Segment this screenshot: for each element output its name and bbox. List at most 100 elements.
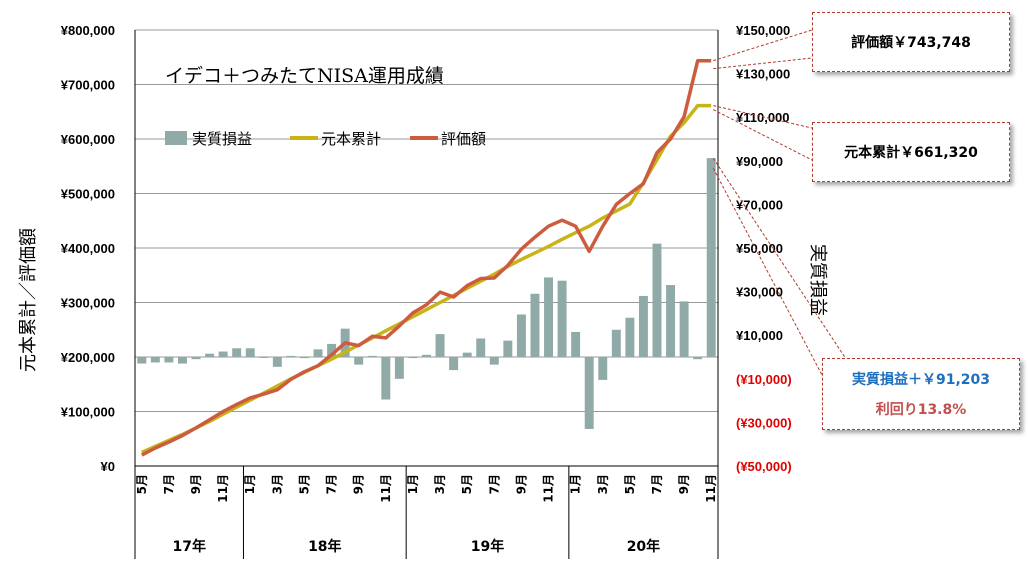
profit-callout: 実質損益＋￥91,203 利回り13.8% <box>822 358 1020 430</box>
month-label: 1月 <box>406 474 420 494</box>
profit-bar <box>381 357 391 400</box>
profit-bar <box>679 301 689 357</box>
chart-title: イデコ＋つみたてNISA運用成績 <box>165 65 444 87</box>
profit-bar <box>232 348 242 357</box>
right-tick-label: ¥10,000 <box>736 328 783 343</box>
profit-bar <box>150 357 160 363</box>
legend-label: 実質損益 <box>192 130 252 148</box>
profit-bar <box>706 158 716 357</box>
yield-callout-text: 利回り13.8% <box>875 402 967 418</box>
right-tick-label: (¥10,000) <box>736 372 792 387</box>
month-label: 11月 <box>216 474 230 503</box>
profit-bars <box>137 158 716 429</box>
profit-bar <box>598 357 608 380</box>
profit-bar <box>272 357 282 367</box>
legend-label: 評価額 <box>441 130 486 148</box>
profit-bar <box>611 329 621 357</box>
x-axis: 5月 7月 9月 11月 1月 3月 5月 7月 9月 11月 1月 3月 5月 7月 9月 11月 1月 3月 5… <box>134 466 719 559</box>
left-tick-label: ¥700,000 <box>61 78 115 93</box>
left-tick-label: ¥400,000 <box>61 241 115 256</box>
left-tick-label: ¥200,000 <box>61 350 115 365</box>
value-callout: 評価額￥743,748 <box>812 12 1010 72</box>
profit-bar <box>503 340 513 357</box>
profit-bar <box>544 277 553 357</box>
left-axis-title: 元本累計／評価額 <box>18 228 39 372</box>
profit-bar <box>571 331 581 357</box>
right-tick-label: (¥30,000) <box>736 415 792 430</box>
profit-bar <box>408 357 418 359</box>
principal-callout: 元本累計￥661,320 <box>812 122 1010 182</box>
profit-bar <box>516 314 526 357</box>
month-label: 3月 <box>433 474 447 494</box>
month-label: 11月 <box>704 474 718 503</box>
right-tick-label: ¥30,000 <box>736 285 783 300</box>
month-label: 5月 <box>135 474 149 494</box>
profit-bar <box>489 357 499 365</box>
profit-bar <box>286 355 296 357</box>
right-tick-label: ¥70,000 <box>736 197 783 212</box>
right-tick-label: ¥150,000 <box>736 23 790 38</box>
year-label: 19年 <box>471 538 504 555</box>
profit-bar <box>218 351 228 357</box>
year-label: 20年 <box>627 538 660 555</box>
callout-leader-lines <box>712 29 849 376</box>
leader-principal-upper <box>713 105 813 129</box>
month-label: 9月 <box>514 474 528 494</box>
legend: 実質損益 元本累計 評価額 <box>165 130 486 148</box>
right-axis-ticks: (¥50,000) (¥30,000) (¥10,000) ¥10,000 ¥30,00… <box>736 23 792 474</box>
month-label: 5月 <box>623 474 637 494</box>
value-callout-text: 評価額￥743,748 <box>851 35 971 51</box>
profit-bar <box>191 357 201 360</box>
month-label: 5月 <box>297 474 311 494</box>
profit-bar <box>327 343 337 357</box>
profit-bar <box>462 352 472 357</box>
leader-principal-lower <box>712 109 813 161</box>
month-label: 7月 <box>162 474 176 494</box>
profit-bar <box>625 317 635 357</box>
leader-profit-lower <box>712 167 823 376</box>
axes <box>134 30 719 467</box>
profit-bar <box>367 355 377 357</box>
legend-swatch <box>165 131 187 145</box>
month-label: 5月 <box>460 474 474 494</box>
left-tick-label: ¥600,000 <box>61 132 115 147</box>
leader-value-upper <box>713 29 813 62</box>
profit-bar <box>137 357 147 364</box>
left-tick-label: ¥100,000 <box>61 405 115 420</box>
profit-bar <box>557 280 567 357</box>
month-label: 11月 <box>542 474 556 503</box>
year-label: 17年 <box>172 538 205 555</box>
profit-bar <box>259 357 269 358</box>
month-label: 1月 <box>243 474 257 494</box>
profit-bar <box>652 243 662 357</box>
left-tick-label: ¥0 <box>101 459 115 474</box>
month-label: 7月 <box>487 474 501 494</box>
year-label: 18年 <box>308 538 341 555</box>
profit-bar <box>245 348 255 357</box>
series-lines <box>140 58 712 457</box>
month-label: 7月 <box>325 474 339 494</box>
profit-bar <box>435 334 445 357</box>
month-label: 11月 <box>379 474 393 503</box>
right-axis-title: 実質損益 <box>807 244 828 316</box>
profit-bar <box>205 353 215 357</box>
profit-bar <box>177 357 187 364</box>
right-tick-label: (¥50,000) <box>736 459 792 474</box>
legend-label: 元本累計 <box>321 130 381 148</box>
profit-bar <box>666 285 676 357</box>
left-axis-ticks: ¥0 ¥100,000 ¥200,000 ¥300,000 ¥400,000 ¥500,0… <box>61 23 115 474</box>
month-label: 9月 <box>189 474 203 494</box>
profit-bar <box>394 357 404 379</box>
profit-bar <box>300 357 309 359</box>
principal-line <box>141 103 712 454</box>
profit-bar <box>354 357 364 365</box>
right-tick-label: ¥90,000 <box>736 154 783 169</box>
profit-bar <box>530 293 540 357</box>
value-line <box>140 58 712 457</box>
right-tick-label: ¥130,000 <box>736 67 790 82</box>
profit-bar <box>584 357 594 429</box>
left-tick-label: ¥800,000 <box>61 23 115 38</box>
left-tick-label: ¥500,000 <box>61 187 115 202</box>
right-tick-label: ¥50,000 <box>736 241 783 256</box>
